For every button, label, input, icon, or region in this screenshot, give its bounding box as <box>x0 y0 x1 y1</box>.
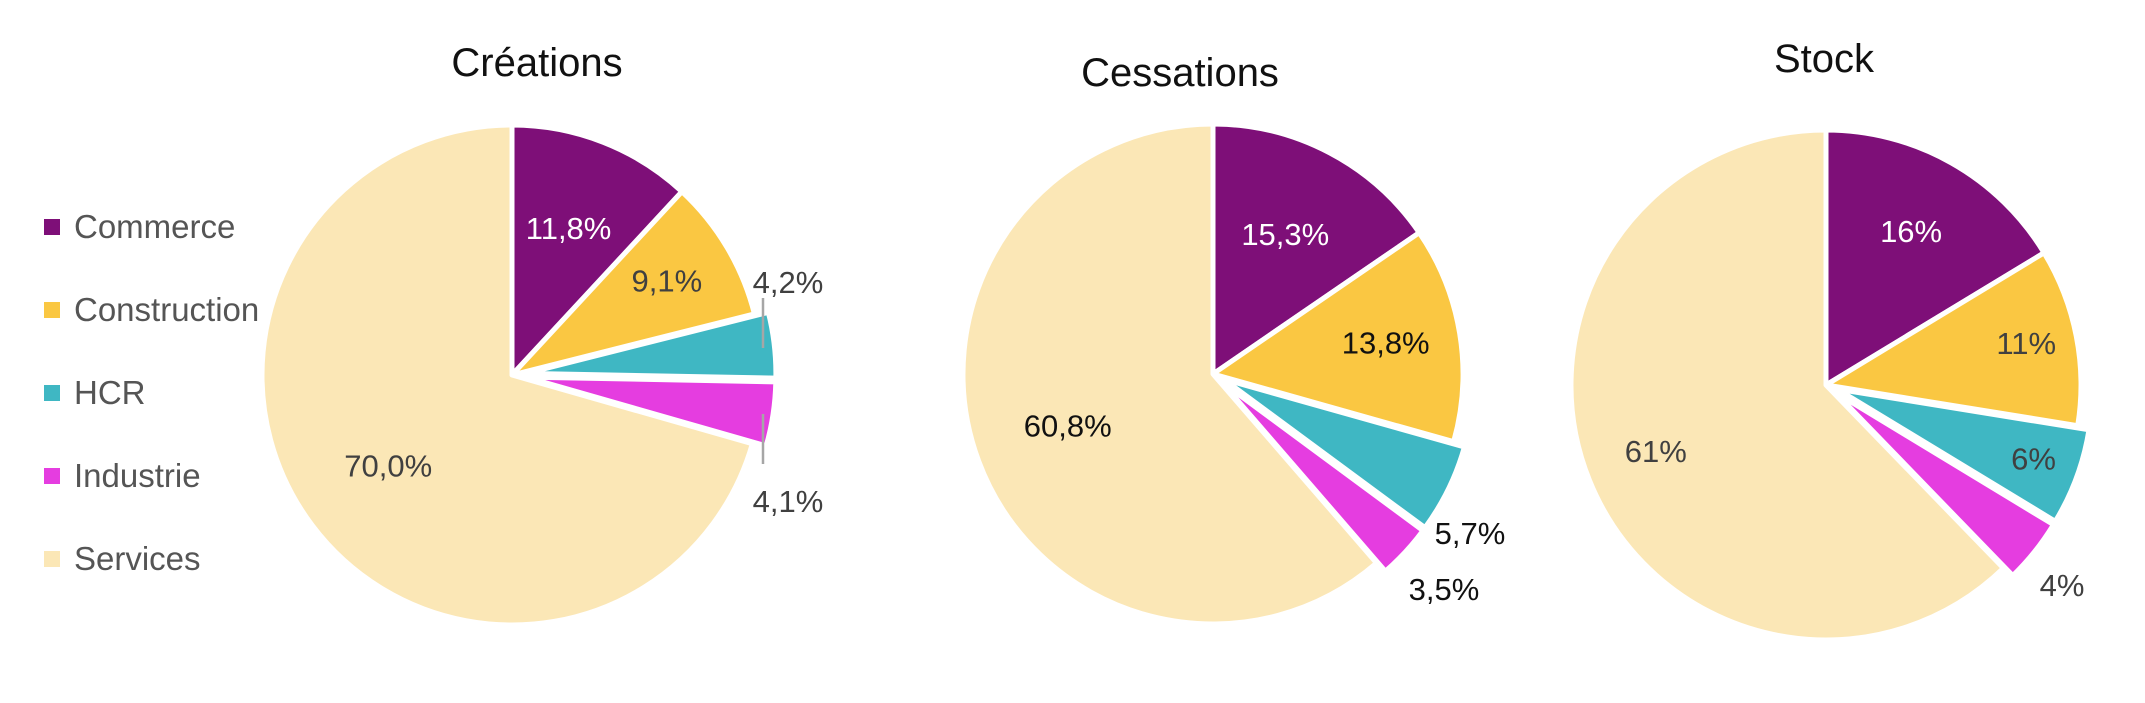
legend-item-services: Services <box>44 517 259 600</box>
slice-label-industrie: 3,5% <box>1409 572 1480 607</box>
pie-slice-services <box>960 121 1380 627</box>
legend-label-hcr: HCR <box>74 373 146 411</box>
slice-label-industrie: 4,1% <box>753 484 824 519</box>
slice-label-construction: 11% <box>1996 326 2056 361</box>
pie-slice-construction <box>1210 230 1466 445</box>
legend-swatch-hcr <box>44 384 60 401</box>
slice-label-construction: 9,1% <box>631 263 702 298</box>
slice-label-services: 70,0% <box>344 449 432 484</box>
pie-slice-commerce <box>509 122 685 378</box>
legend-item-commerce: Commerce <box>44 185 259 268</box>
slice-label-hcr: 6% <box>2011 442 2056 477</box>
chart-title: Stock <box>1774 37 1875 81</box>
legend: Commerce Construction HCR Industrie Serv… <box>44 185 259 600</box>
legend-label-services: Services <box>74 539 201 577</box>
legend-label-construction: Construction <box>74 290 260 328</box>
legend-item-hcr: HCR <box>44 351 259 434</box>
pie-slice-services <box>1568 127 2006 643</box>
slice-label-hcr: 4,2% <box>753 265 824 300</box>
pie-slice-construction <box>1823 250 2084 429</box>
pie-slice-services <box>259 122 755 628</box>
pie-slice-hcr <box>1834 386 2092 524</box>
slice-label-services: 60,8% <box>1024 408 1112 443</box>
chart-title: Cessations <box>1081 51 1279 95</box>
slice-label-commerce: 15,3% <box>1241 217 1329 252</box>
chart-title: Créations <box>451 41 622 85</box>
legend-label-industrie: Industrie <box>74 456 201 494</box>
legend-label-commerce: Commerce <box>74 207 236 245</box>
legend-swatch-commerce <box>44 218 60 235</box>
slice-label-commerce: 11,8% <box>526 211 612 246</box>
slice-label-industrie: 4% <box>2040 568 2085 603</box>
slice-label-hcr: 5,7% <box>1435 516 1506 551</box>
pie-slice-industrie <box>1832 389 2056 579</box>
slice-label-commerce: 16% <box>1880 214 1942 249</box>
pie-slice-construction <box>509 189 757 378</box>
pie-slice-commerce <box>1823 127 2047 388</box>
slice-label-services: 61% <box>1625 434 1687 469</box>
legend-item-construction: Construction <box>44 268 259 351</box>
pie-chart-0: Créations 11,8% 9,1% 4,2% 4,1% 70,0% <box>259 41 824 628</box>
pie-chart-2: Stock 16% 11% 6% 4% 61% <box>1568 37 2092 643</box>
pie-slice-hcr <box>1221 376 1467 531</box>
pie-chart-1: Cessations 15,3% 13,8% 5,7% 3,5% 60,8% <box>960 51 1506 627</box>
pie-slice-industrie <box>1219 379 1426 574</box>
legend-item-industrie: Industrie <box>44 434 259 517</box>
legend-swatch-construction <box>44 301 60 318</box>
pie-slice-hcr <box>523 309 779 381</box>
legend-swatch-industrie <box>44 467 60 484</box>
legend-swatch-services <box>44 550 60 567</box>
slice-label-construction: 13,8% <box>1342 326 1430 361</box>
pie-slice-commerce <box>1210 121 1422 377</box>
